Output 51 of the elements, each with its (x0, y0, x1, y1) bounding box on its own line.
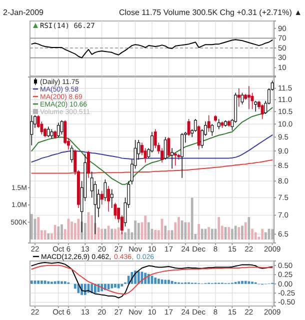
candlestick (240, 92, 244, 105)
bar (238, 281, 240, 284)
bar (60, 281, 63, 284)
bar (244, 280, 247, 284)
candlestick (104, 179, 107, 202)
bar (74, 284, 76, 289)
bar (47, 281, 50, 284)
candlestick (114, 202, 117, 220)
candlestick (110, 188, 114, 208)
candlestick (260, 104, 264, 120)
candlestick (87, 150, 90, 178)
bar (168, 280, 170, 284)
bar (137, 271, 140, 284)
candlestick (187, 118, 190, 136)
candlestick (210, 124, 214, 136)
chart-subtitle: Close 11.75 Volume 300.5K Chg +0.31 (+2.71%) ▲ (119, 8, 302, 17)
candlestick (167, 136, 170, 158)
candlestick (50, 128, 54, 139)
bar (84, 284, 86, 295)
candlestick (100, 190, 104, 205)
candlestick (207, 114, 210, 132)
line-series (31, 39, 273, 58)
candlestick (247, 86, 250, 110)
bar (40, 280, 43, 284)
bar (30, 280, 33, 284)
bar (154, 278, 157, 284)
candlestick (237, 88, 240, 108)
candlestick (107, 186, 110, 212)
bar (64, 281, 66, 284)
candlestick (174, 152, 177, 166)
bar (114, 284, 116, 288)
bar (34, 280, 36, 284)
candlestick (217, 118, 220, 130)
candlestick (180, 132, 184, 178)
bar (164, 280, 167, 284)
candlestick (56, 122, 60, 138)
candlestick (46, 126, 50, 138)
candlestick (197, 124, 200, 150)
candlestick (170, 148, 174, 169)
bar (110, 284, 114, 288)
bar (120, 284, 124, 286)
candlestick (164, 136, 167, 160)
bar (37, 280, 40, 284)
bar (57, 280, 60, 284)
candlestick (70, 145, 74, 163)
chart-title: 2-Jan-2009 (3, 8, 44, 17)
candlestick (254, 100, 258, 112)
bar (44, 280, 46, 284)
bar (241, 280, 244, 284)
bar (158, 278, 160, 284)
bar (94, 284, 96, 294)
